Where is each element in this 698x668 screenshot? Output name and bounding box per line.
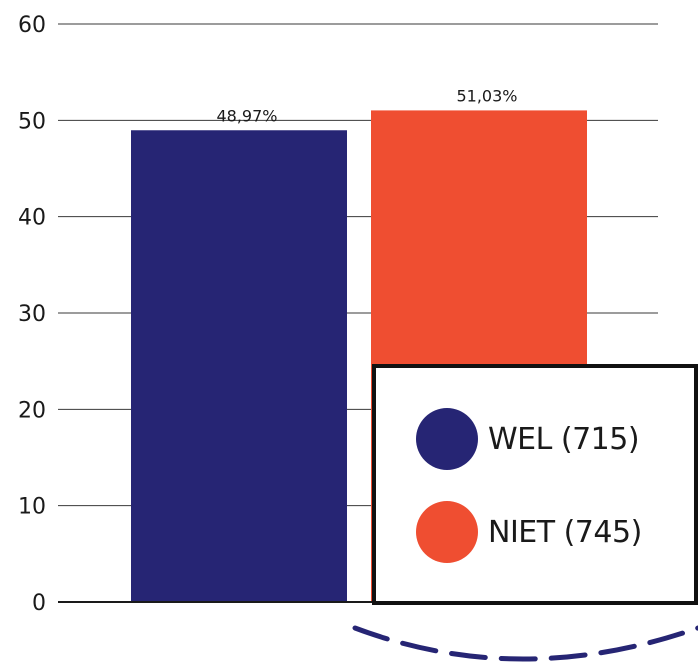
data-label-wel: 48,97% — [216, 106, 277, 125]
dashed-arc-decoration — [352, 625, 698, 662]
legend-label-niet: NIET (745) — [488, 514, 642, 550]
data-label-niet: 51,03% — [456, 86, 517, 105]
y-tick-label: 50 — [18, 109, 46, 134]
y-tick-label: 30 — [18, 302, 46, 327]
y-tick-label: 20 — [18, 398, 46, 423]
y-tick-label: 60 — [18, 13, 46, 38]
legend-item-niet: NIET (745) — [416, 501, 642, 563]
legend-swatch-niet — [416, 501, 478, 563]
y-tick-label: 10 — [18, 495, 46, 520]
y-tick-label: 40 — [18, 206, 46, 231]
legend-label-wel: WEL (715) — [488, 421, 640, 457]
y-axis-ticks: 0 10 20 30 40 50 60 — [18, 13, 46, 616]
bar-wel — [131, 130, 347, 602]
data-labels: 48,97% 51,03% — [216, 86, 517, 125]
legend-swatch-wel — [416, 408, 478, 470]
legend: WEL (715) NIET (745) — [372, 364, 698, 605]
legend-item-wel: WEL (715) — [416, 408, 640, 470]
y-tick-label: 0 — [32, 591, 46, 616]
